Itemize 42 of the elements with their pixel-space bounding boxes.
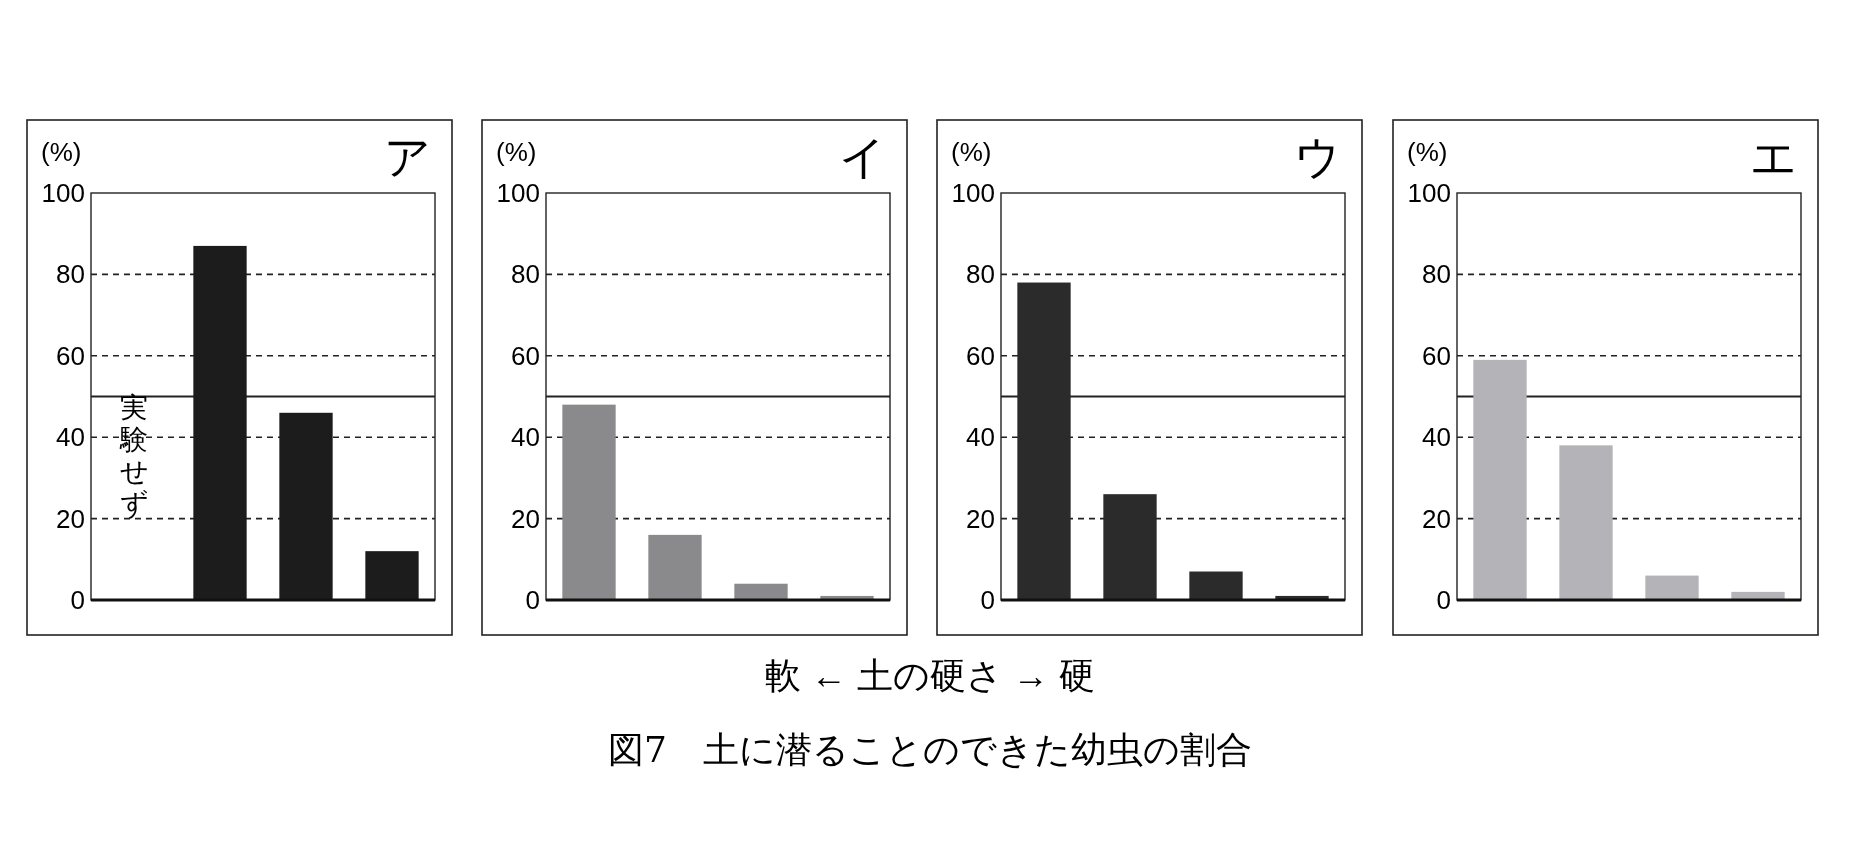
bar (1645, 575, 1699, 600)
chart-title: ウ (1294, 131, 1341, 183)
y-tick-label: 20 (966, 503, 995, 534)
y-tick-label: 40 (511, 422, 540, 453)
caption: 図7 土に潜ることのできた幼虫の割合 (608, 729, 1252, 770)
y-tick-label: 0 (70, 585, 85, 615)
y-tick-label: 60 (511, 340, 540, 371)
y-tick-label: 40 (1422, 422, 1451, 453)
y-tick-label: 20 (56, 503, 85, 534)
chart-title: エ (1750, 131, 1797, 183)
y-tick-label: 80 (966, 259, 995, 290)
y-tick-label: 80 (56, 259, 85, 290)
bar (734, 583, 788, 600)
y-axis-title: (%) (951, 137, 992, 167)
y-tick-label: 100 (1407, 178, 1451, 208)
bar (1559, 445, 1613, 600)
y-tick-label: 40 (56, 422, 85, 453)
y-tick-label: 20 (511, 503, 540, 534)
y-tick-label: 0 (980, 585, 995, 615)
bar (648, 534, 702, 600)
y-tick-label: 0 (1436, 585, 1451, 615)
y-tick-label: 40 (966, 422, 995, 453)
y-axis-title: (%) (41, 137, 82, 167)
text: 軟 ← 土の硬さ → 硬 (764, 655, 1096, 696)
bar (1473, 359, 1527, 600)
y-tick-label: 60 (56, 340, 85, 371)
chart-title: イ (839, 131, 886, 183)
y-axis-title: (%) (496, 137, 537, 167)
bar (1189, 571, 1243, 600)
annotation: 実験せず (119, 391, 149, 519)
y-tick-label: 100 (41, 178, 85, 208)
chart-title: ア (384, 131, 431, 183)
y-tick-label: 0 (525, 585, 540, 615)
y-tick-label: 60 (966, 340, 995, 371)
y-axis-title: (%) (1407, 137, 1448, 167)
y-tick-label: 80 (1422, 259, 1451, 290)
bar (562, 404, 616, 600)
y-tick-label: 100 (496, 178, 540, 208)
y-tick-label: 80 (511, 259, 540, 290)
y-tick-label: 100 (951, 178, 995, 208)
y-tick-label: 20 (1422, 503, 1451, 534)
y-tick-label: 60 (1422, 340, 1451, 371)
